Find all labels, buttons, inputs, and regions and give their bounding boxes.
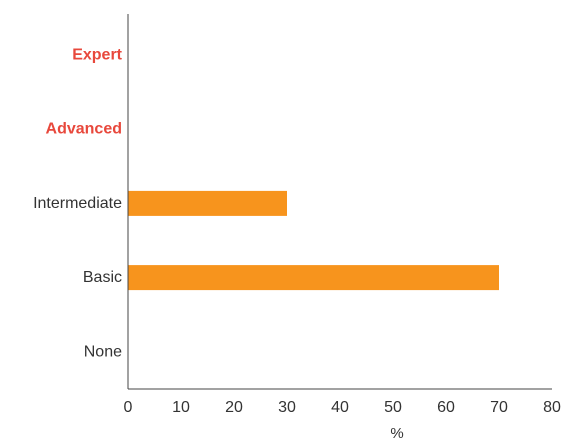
bar-basic	[128, 265, 499, 291]
x-tick-label-80: 80	[543, 399, 561, 416]
category-labels: Expert Advanced Intermediate Basic None	[33, 47, 123, 361]
x-tick-label-50: 50	[384, 399, 402, 416]
x-tick-label-10: 10	[172, 399, 190, 416]
category-label-none: None	[84, 343, 122, 360]
x-axis-title: %	[390, 425, 403, 441]
x-tick-label-20: 20	[225, 399, 243, 416]
category-label-expert: Expert	[72, 47, 122, 64]
x-tick-labels: 0 10 20 30 40 50 60 70 80	[124, 399, 561, 416]
x-tick-label-30: 30	[278, 399, 296, 416]
category-label-intermediate: Intermediate	[33, 195, 122, 212]
x-tick-label-0: 0	[124, 399, 133, 416]
bar-intermediate	[128, 190, 287, 216]
x-tick-label-60: 60	[437, 399, 455, 416]
category-label-advanced: Advanced	[46, 121, 122, 138]
x-tick-label-40: 40	[331, 399, 349, 416]
x-tick-label-70: 70	[490, 399, 508, 416]
category-label-basic: Basic	[83, 269, 122, 286]
bars	[128, 190, 499, 291]
